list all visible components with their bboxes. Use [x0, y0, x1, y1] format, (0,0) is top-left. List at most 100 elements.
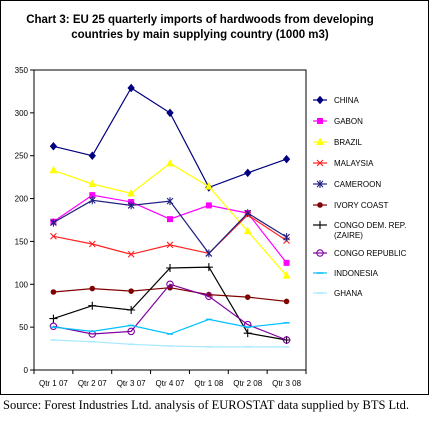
x-tick-label: Qtr 1 08: [194, 379, 223, 388]
data-point-congo-republic: [166, 280, 174, 289]
data-point-cameroon: [205, 249, 213, 258]
x-tick-label: Qtr 3 07: [117, 379, 146, 388]
data-point-brazil: [88, 179, 97, 187]
legend-marker: [316, 180, 324, 188]
data-point-gabon: [283, 259, 290, 266]
legend-marker: [316, 249, 324, 257]
line-chart: Chart 3: EU 25 quarterly imports of hard…: [15, 14, 407, 388]
chart-title-line-1: Chart 3: EU 25 quarterly imports of hard…: [26, 14, 374, 26]
data-point-malaysia: [50, 232, 57, 240]
data-point-ivory-coast: [50, 289, 57, 295]
legend-label: CONGO DEM. REP. (ZAIRE): [334, 221, 406, 240]
data-point-brazil: [205, 181, 213, 190]
data-point-china: [166, 108, 174, 118]
data-point-cameroon: [244, 209, 252, 218]
legend-marker: [316, 159, 324, 167]
legend-marker: [316, 137, 324, 145]
data-point-congo-republic: [127, 327, 135, 336]
data-point-cameroon: [283, 233, 290, 242]
series-congo-republic: [49, 280, 291, 344]
legend-item-china: CHINA: [313, 95, 360, 105]
y-tick-label: 200: [15, 195, 29, 204]
data-point-congo-republic: [282, 336, 291, 344]
legend-label: CAMEROON: [334, 180, 381, 189]
legend-item-brazil: BRAZIL: [313, 137, 363, 147]
legend-marker: [316, 95, 324, 105]
data-point-cameroon: [50, 218, 57, 227]
series-line-congo-republic: [53, 283, 287, 341]
data-point-congo-dem-rep-zaire: [166, 264, 174, 272]
series-cameroon: [50, 196, 290, 258]
legend-label: IVORY COAST: [334, 201, 389, 210]
data-point-congo-republic: [205, 292, 213, 301]
legend-label: GHANA: [334, 289, 363, 298]
series-brazil: [49, 158, 291, 279]
data-point-brazil: [49, 165, 58, 174]
x-axis: Qtr 1 07 Qtr 2 07 Qtr 3 07 Qtr 4 07 Qtr 1 08…: [33, 370, 307, 388]
x-tick-label: Qtr 3 08: [272, 379, 301, 388]
data-point-cameroon: [166, 197, 174, 206]
y-tick-label: 100: [15, 280, 29, 289]
legend-marker: [316, 221, 324, 229]
data-point-congo-dem-rep-zaire: [88, 301, 97, 310]
legend-marker: [317, 118, 323, 124]
legend-item-ghana: GHANA: [313, 289, 363, 298]
legend-marker: [317, 202, 323, 208]
data-point-gabon: [167, 216, 173, 223]
data-point-brazil: [282, 271, 291, 279]
data-point-china: [127, 83, 135, 93]
y-tick-label: 0: [24, 366, 29, 375]
legend-item-indonesia: INDONESIA: [313, 269, 379, 278]
data-point-ivory-coast: [283, 298, 290, 305]
legend-label: CHINA: [334, 96, 360, 105]
x-tick-label: Qtr 4 07: [156, 379, 185, 388]
legend-label: INDONESIA: [334, 269, 379, 278]
legend: CHINA GABON BRAZIL MALAYSIA CAMEROON IVORY CO…: [313, 95, 407, 298]
legend-item-gabon: GABON: [313, 117, 363, 126]
legend-item-congo-dem-rep-zaire: CONGO DEM. REP. (ZAIRE): [313, 221, 406, 240]
x-tick-label: Qtr 1 07: [39, 379, 68, 388]
data-point-brazil: [243, 226, 252, 235]
data-point-congo-dem-rep-zaire: [127, 306, 136, 314]
legend-label: CONGO REPUBLIC: [334, 249, 407, 258]
legend-label: BRAZIL: [334, 138, 363, 147]
legend-item-ivory-coast: IVORY COAST: [313, 201, 389, 210]
data-point-china: [88, 151, 96, 160]
series-ghana: [50, 339, 290, 348]
data-point-brazil: [166, 158, 174, 167]
data-point-cameroon: [127, 201, 135, 210]
legend-item-congo-republic: CONGO REPUBLIC: [313, 249, 407, 258]
data-point-congo-republic: [49, 322, 58, 331]
y-tick-label: 250: [15, 152, 29, 161]
y-axis: 0 50 100 150 200 250 300 350: [15, 66, 34, 375]
x-tick-label: Qtr 2 08: [233, 379, 262, 388]
legend-item-malaysia: MALAYSIA: [313, 159, 374, 168]
y-tick-label: 50: [19, 323, 28, 332]
data-point-cameroon: [88, 196, 96, 205]
data-point-china: [282, 154, 291, 164]
data-point-ivory-coast: [244, 294, 251, 300]
data-point-gabon: [205, 202, 212, 209]
data-point-malaysia: [166, 241, 174, 249]
data-point-ivory-coast: [128, 288, 134, 294]
data-point-brazil: [127, 188, 135, 197]
series-congo-dem-rep-zaire: [49, 263, 291, 344]
y-tick-label: 150: [15, 237, 29, 246]
data-point-congo-dem-rep-zaire: [204, 263, 213, 272]
legend-item-cameroon: CAMEROON: [313, 180, 381, 189]
data-point-china: [49, 142, 58, 151]
source-note: Source: Forest Industries Ltd. analysis …: [3, 398, 410, 412]
data-point-congo-dem-rep-zaire: [243, 329, 252, 338]
chart-title-line-2: countries by main supplying country (100…: [71, 29, 329, 41]
data-point-china: [244, 168, 252, 178]
y-tick-label: 350: [15, 66, 29, 75]
x-tick-label: Qtr 2 07: [78, 379, 107, 388]
data-point-ivory-coast: [89, 285, 96, 292]
series-lines: [49, 83, 291, 348]
legend-label: GABON: [334, 117, 363, 126]
series-indonesia: [50, 318, 290, 335]
y-tick-label: 300: [15, 109, 29, 118]
data-point-malaysia: [88, 240, 96, 248]
legend-label: MALAYSIA: [334, 159, 374, 168]
data-point-malaysia: [127, 250, 135, 258]
